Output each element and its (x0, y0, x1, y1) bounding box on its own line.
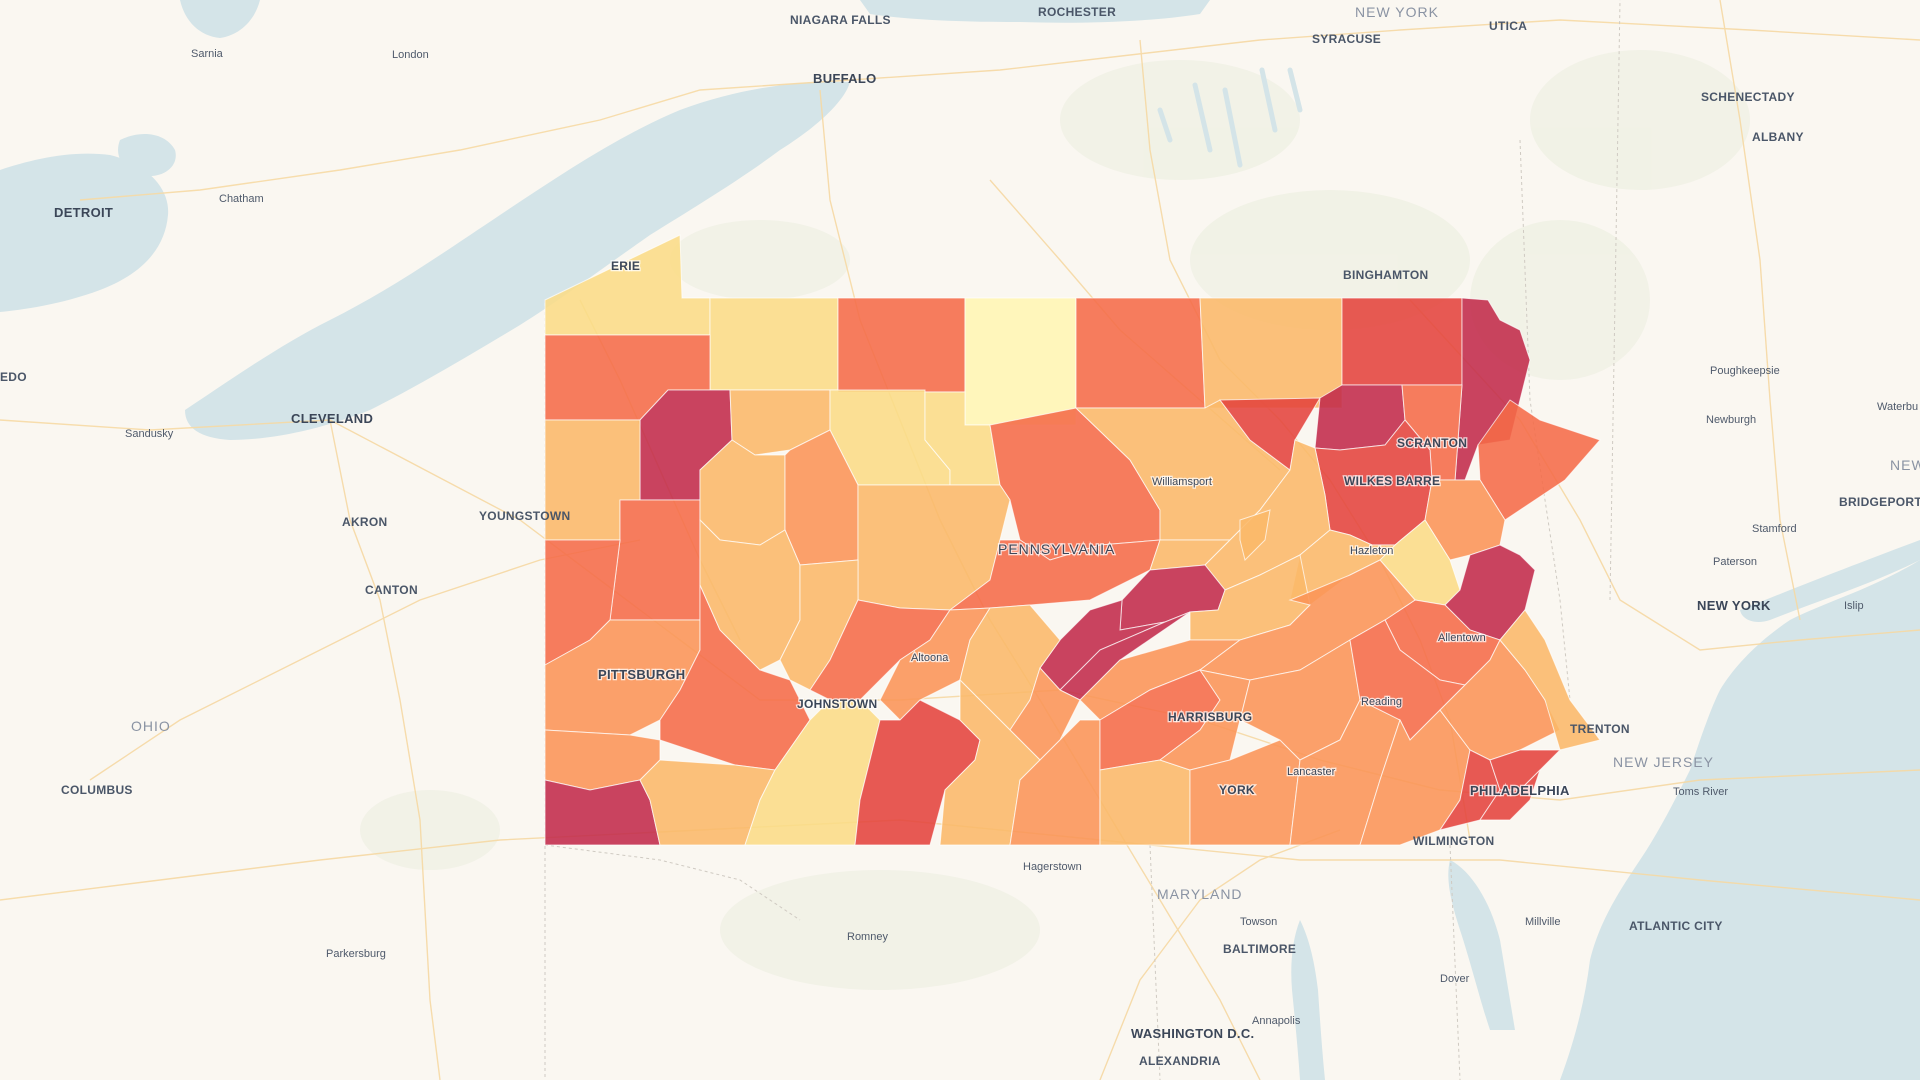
city-label: DETROIT (54, 205, 113, 220)
region-label: PENNSYLVANIA (998, 541, 1115, 557)
city-label: Altoona (911, 652, 949, 664)
city-label: Waterbu (1877, 401, 1918, 413)
city-label: WILMINGTON (1413, 834, 1494, 848)
county[interactable] (939, 678, 1041, 846)
city-label: Chatham (219, 193, 264, 205)
region-label: NEW JERSEY (1613, 754, 1714, 770)
map-labels: NIAGARA FALLS ROCHESTER NEW YORK UTICA S… (0, 4, 1920, 1068)
lake-st-clair (118, 134, 176, 177)
county[interactable] (809, 599, 951, 701)
county[interactable] (1075, 297, 1206, 409)
delaware-bay (1448, 860, 1515, 1030)
city-label: PITTSBURGH (598, 667, 686, 682)
region-label: NEW (1890, 457, 1920, 473)
lake-erie (185, 81, 850, 440)
county[interactable] (948, 539, 1161, 611)
county[interactable] (709, 297, 839, 391)
city-label: SCRANTON (1397, 436, 1467, 450)
county[interactable] (1477, 399, 1601, 521)
city-label: Paterson (1713, 556, 1757, 568)
county[interactable] (1479, 769, 1541, 821)
city-label: WASHINGTON D.C. (1131, 1026, 1254, 1041)
city-label: SCHENECTADY (1701, 90, 1795, 104)
city-label: NIAGARA FALLS (790, 13, 891, 27)
city-label: ALBANY (1752, 130, 1804, 144)
city-label: UTICA (1489, 19, 1527, 33)
county[interactable] (1199, 297, 1343, 409)
county[interactable] (837, 297, 966, 393)
city-label: EDO (0, 370, 27, 384)
city-label: Millville (1525, 916, 1560, 928)
pennsylvania-counties[interactable] (544, 234, 1601, 846)
county[interactable] (964, 297, 1077, 426)
city-label: Towson (1240, 916, 1277, 928)
chesapeake-bay (1291, 920, 1325, 1080)
city-label: ROCHESTER (1038, 5, 1116, 19)
city-label: ERIE (611, 259, 640, 273)
city-label: Lancaster (1287, 766, 1336, 778)
city-label: Sandusky (125, 428, 174, 440)
city-label: Allentown (1438, 632, 1486, 644)
region-label: MARYLAND (1157, 886, 1243, 902)
long-island-sound (1740, 540, 1920, 622)
city-label: ATLANTIC CITY (1629, 919, 1723, 933)
city-label: BINGHAMTON (1343, 268, 1428, 282)
city-label: JOHNSTOWN (797, 697, 877, 711)
city-label: YOUNGSTOWN (479, 509, 570, 523)
city-label: WILKES BARRE (1344, 474, 1440, 488)
city-label: Poughkeepsie (1710, 365, 1780, 377)
city-label: Hagerstown (1023, 861, 1082, 873)
city-label: YORK (1219, 783, 1255, 797)
city-label: HARRISBURG (1168, 710, 1252, 724)
city-label: Annapolis (1252, 1015, 1301, 1027)
region-label: OHIO (131, 718, 171, 734)
atlantic-ocean (1560, 560, 1920, 1080)
city-label: CANTON (365, 583, 418, 597)
city-label: ALEXANDRIA (1139, 1054, 1221, 1068)
city-label: London (392, 49, 429, 61)
lake-huron-north (180, 0, 260, 38)
city-label: Toms River (1673, 786, 1728, 798)
city-label: Islip (1844, 600, 1864, 612)
city-label: BRIDGEPORT (1839, 495, 1920, 509)
county[interactable] (1499, 609, 1601, 751)
city-label: COLUMBUS (61, 783, 133, 797)
city-label: PHILADELPHIA (1470, 783, 1570, 798)
county[interactable] (544, 779, 661, 846)
city-label: Sarnia (191, 48, 224, 60)
city-label: NEW YORK (1697, 598, 1771, 613)
county[interactable] (609, 499, 701, 621)
city-label: Hazleton (1350, 545, 1393, 557)
terrain-layer (360, 50, 1750, 990)
city-label: BUFFALO (813, 71, 876, 86)
county[interactable] (1239, 509, 1271, 561)
city-label: TRENTON (1570, 722, 1630, 736)
county[interactable] (1341, 297, 1463, 386)
lake-ontario (860, 0, 1210, 23)
city-label: Reading (1361, 696, 1402, 708)
finger-lakes (1157, 67, 1303, 168)
city-label: CLEVELAND (291, 411, 373, 426)
city-label: BALTIMORE (1223, 942, 1296, 956)
city-label: Romney (847, 931, 888, 943)
city-label: SYRACUSE (1312, 32, 1381, 46)
region-label: NEW YORK (1355, 4, 1439, 20)
county[interactable] (1099, 759, 1191, 846)
city-label: Dover (1440, 973, 1470, 985)
city-label: Parkersburg (326, 948, 386, 960)
lake-huron (0, 153, 169, 312)
city-label: Stamford (1752, 523, 1797, 535)
city-label: AKRON (342, 515, 388, 529)
city-label: Newburgh (1706, 414, 1756, 426)
city-label: Williamsport (1152, 476, 1212, 488)
